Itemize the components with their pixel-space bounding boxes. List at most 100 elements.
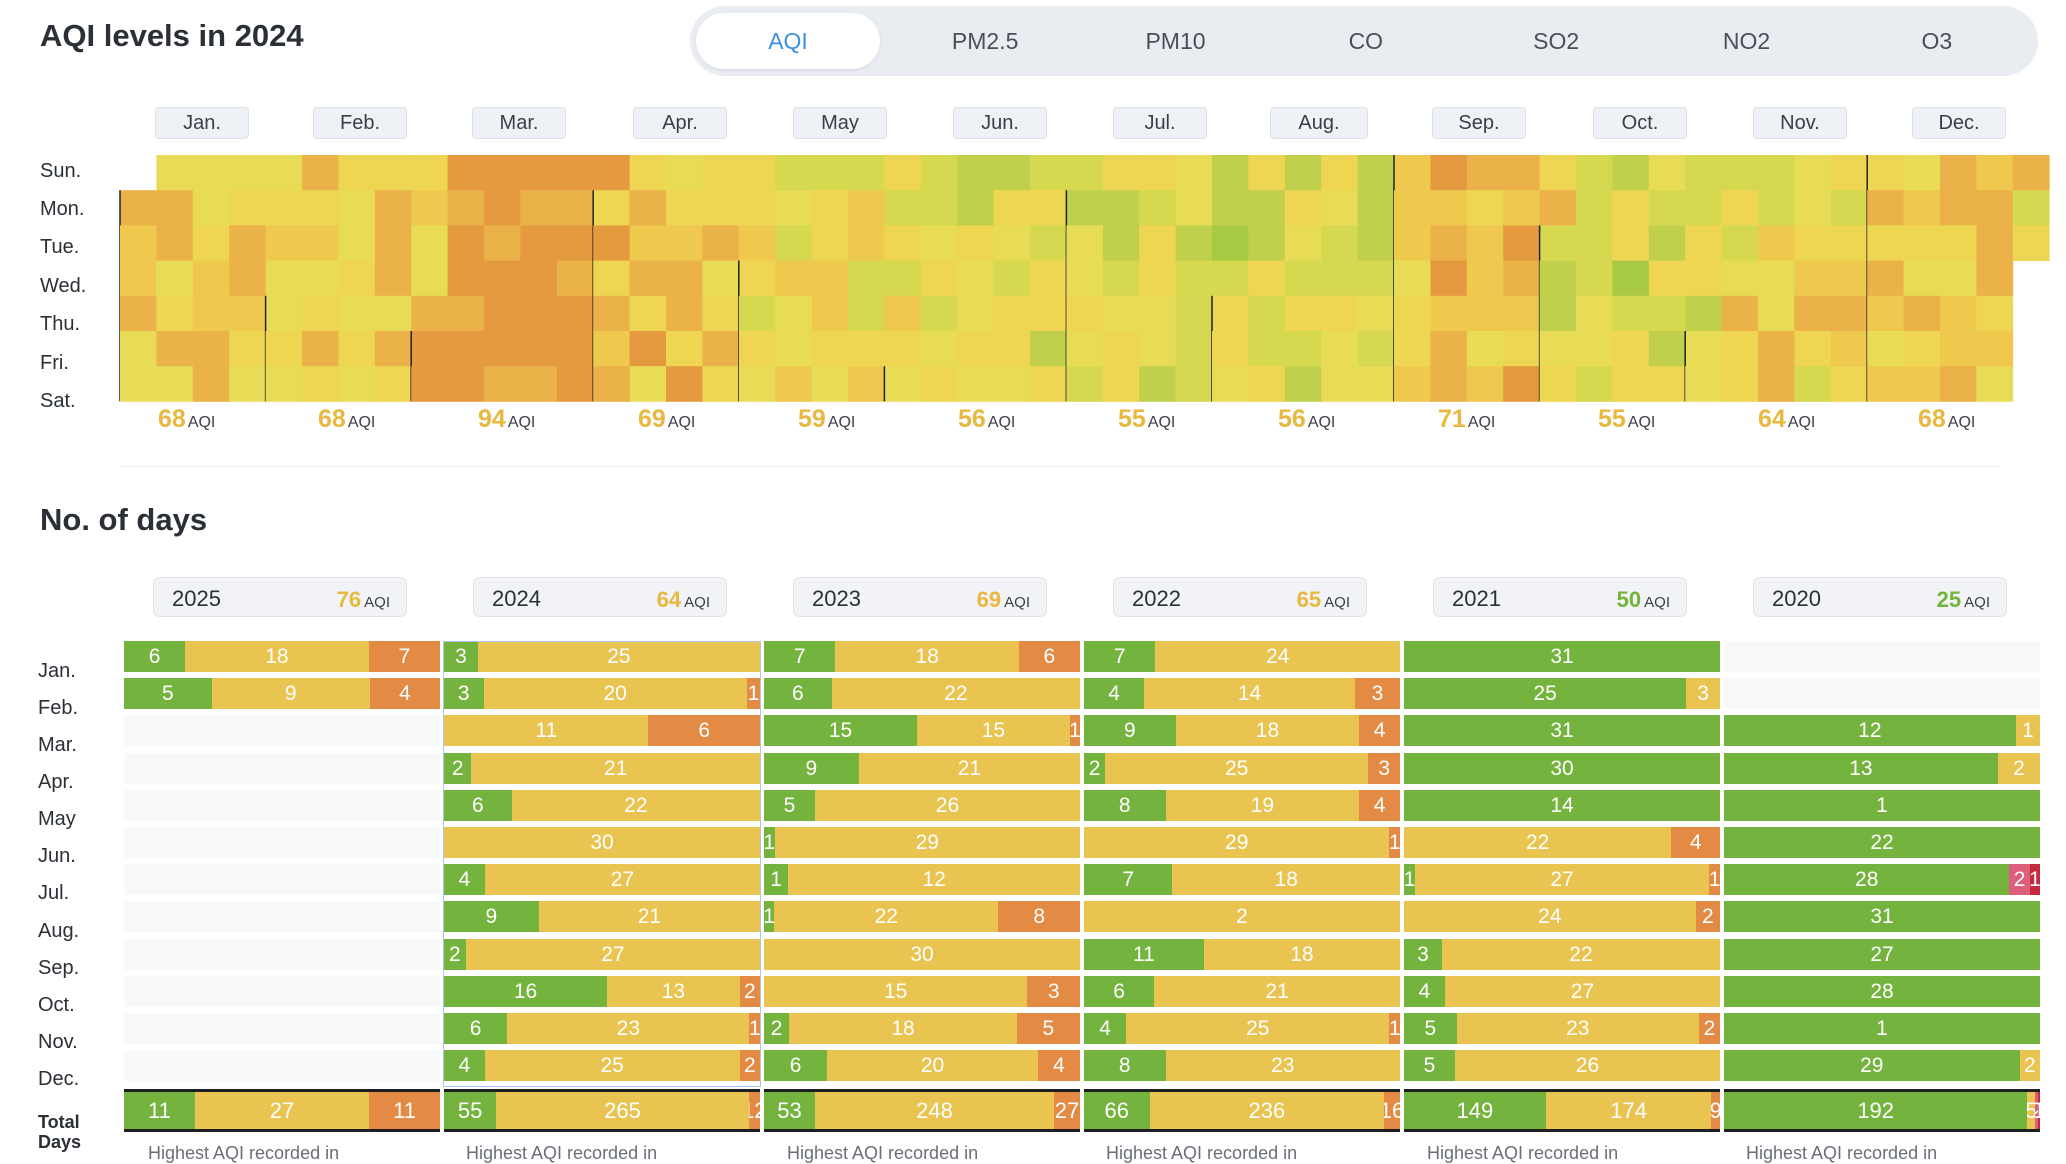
heatmap-day-cell[interactable]	[1940, 331, 1977, 367]
heatmap-day-cell[interactable]	[1284, 225, 1322, 261]
heatmap-day-cell[interactable]	[1503, 260, 1540, 297]
heatmap-day-cell[interactable]	[1248, 331, 1286, 367]
heatmap-day-cell[interactable]	[1284, 295, 1322, 332]
heatmap-day-cell[interactable]	[848, 331, 885, 367]
heatmap-day-cell[interactable]	[1466, 260, 1504, 297]
heatmap-day-cell[interactable]	[1685, 331, 1722, 367]
heatmap-day-cell[interactable]	[1394, 225, 1431, 261]
heatmap-day-cell[interactable]	[484, 155, 521, 191]
tab-so2[interactable]: SO2	[1533, 28, 1580, 54]
heatmap-day-cell[interactable]	[192, 260, 230, 297]
heatmap-day-cell[interactable]	[1867, 331, 1904, 367]
heatmap-day-cell[interactable]	[484, 260, 521, 297]
heatmap-day-cell[interactable]	[1685, 366, 1722, 402]
heatmap-day-cell[interactable]	[1175, 366, 1213, 402]
heatmap-day-cell[interactable]	[920, 155, 958, 191]
heatmap-day-cell[interactable]	[156, 260, 194, 297]
heatmap-day-cell[interactable]	[1867, 366, 1904, 402]
heatmap-day-cell[interactable]	[338, 155, 376, 191]
heatmap-day-cell[interactable]	[1794, 225, 1832, 261]
heatmap-day-cell[interactable]	[1066, 366, 1104, 402]
heatmap-day-cell[interactable]	[1466, 225, 1504, 261]
heatmap-day-cell[interactable]	[1175, 155, 1213, 191]
heatmap-day-cell[interactable]	[374, 295, 412, 332]
heatmap-day-cell[interactable]	[920, 225, 958, 261]
heatmap-day-cell[interactable]	[993, 331, 1031, 367]
heatmap-day-cell[interactable]	[629, 366, 667, 402]
heatmap-day-cell[interactable]	[775, 190, 812, 226]
heatmap-day-cell[interactable]	[775, 331, 812, 367]
heatmap-day-cell[interactable]	[1721, 366, 1759, 402]
heatmap-day-cell[interactable]	[1903, 260, 1941, 297]
heatmap-day-cell[interactable]	[1430, 190, 1468, 226]
heatmap-day-cell[interactable]	[1976, 155, 2014, 191]
heatmap-day-cell[interactable]	[702, 295, 740, 332]
heatmap-day-cell[interactable]	[1102, 190, 1140, 226]
heatmap-day-cell[interactable]	[1102, 331, 1140, 367]
heatmap-day-cell[interactable]	[1030, 155, 1067, 191]
heatmap-day-cell[interactable]	[593, 366, 630, 402]
heatmap-day-cell[interactable]	[156, 225, 194, 261]
heatmap-day-cell[interactable]	[1976, 260, 2014, 297]
heatmap-day-cell[interactable]	[1976, 190, 2014, 226]
heatmap-day-cell[interactable]	[1284, 331, 1322, 367]
heatmap-day-cell[interactable]	[957, 225, 994, 261]
heatmap-day-cell[interactable]	[1357, 260, 1395, 297]
heatmap-day-cell[interactable]	[1794, 295, 1832, 332]
heatmap-day-cell[interactable]	[1721, 260, 1759, 297]
year-header-2024[interactable]: 2024 64 AQI	[473, 577, 727, 617]
heatmap-day-cell[interactable]	[1539, 331, 1577, 367]
heatmap-day-cell[interactable]	[1758, 295, 1795, 332]
heatmap-day-cell[interactable]	[1212, 366, 1249, 402]
heatmap-day-cell[interactable]	[1030, 295, 1067, 332]
heatmap-day-cell[interactable]	[957, 331, 994, 367]
heatmap-day-cell[interactable]	[993, 260, 1031, 297]
heatmap-day-cell[interactable]	[1066, 295, 1104, 332]
heatmap-day-cell[interactable]	[775, 225, 812, 261]
heatmap-day-cell[interactable]	[1430, 295, 1468, 332]
heatmap-day-cell[interactable]	[265, 155, 303, 191]
heatmap-day-cell[interactable]	[920, 190, 958, 226]
tab-pm25[interactable]: PM2.5	[951, 28, 1019, 54]
heatmap-day-cell[interactable]	[811, 295, 849, 332]
heatmap-day-cell[interactable]	[265, 295, 303, 332]
heatmap-day-cell[interactable]	[1721, 155, 1759, 191]
heatmap-day-cell[interactable]	[556, 260, 594, 297]
heatmap-day-cell[interactable]	[302, 260, 339, 297]
heatmap-day-cell[interactable]	[1175, 260, 1213, 297]
heatmap-day-cell[interactable]	[1102, 295, 1140, 332]
heatmap-day-cell[interactable]	[447, 190, 485, 226]
heatmap-day-cell[interactable]	[920, 331, 958, 367]
heatmap-day-cell[interactable]	[229, 155, 266, 191]
heatmap-day-cell[interactable]	[738, 366, 776, 402]
heatmap-day-cell[interactable]	[1212, 295, 1249, 332]
heatmap-day-cell[interactable]	[1139, 366, 1176, 402]
heatmap-day-cell[interactable]	[1576, 366, 1613, 402]
heatmap-day-cell[interactable]	[1685, 225, 1722, 261]
heatmap-day-cell[interactable]	[811, 260, 849, 297]
heatmap-day-cell[interactable]	[374, 225, 412, 261]
heatmap-day-cell[interactable]	[848, 190, 885, 226]
heatmap-day-cell[interactable]	[1830, 295, 1868, 332]
heatmap-day-cell[interactable]	[1212, 331, 1249, 367]
heatmap-day-cell[interactable]	[593, 190, 630, 226]
heatmap-day-cell[interactable]	[1903, 190, 1941, 226]
heatmap-day-cell[interactable]	[811, 366, 849, 402]
heatmap-day-cell[interactable]	[1976, 366, 2014, 402]
heatmap-day-cell[interactable]	[666, 190, 703, 226]
heatmap-day-cell[interactable]	[1721, 331, 1759, 367]
heatmap-day-cell[interactable]	[1794, 260, 1832, 297]
heatmap-day-cell[interactable]	[1940, 295, 1977, 332]
tab-no2[interactable]: NO2	[1722, 28, 1771, 54]
heatmap-day-cell[interactable]	[1139, 190, 1176, 226]
heatmap-day-cell[interactable]	[702, 225, 740, 261]
heatmap-day-cell[interactable]	[1794, 331, 1832, 367]
heatmap-day-cell[interactable]	[411, 331, 448, 367]
heatmap-day-cell[interactable]	[338, 331, 376, 367]
heatmap-day-cell[interactable]	[411, 190, 448, 226]
heatmap-day-cell[interactable]	[1648, 190, 1686, 226]
heatmap-day-cell[interactable]	[1430, 331, 1468, 367]
heatmap-day-cell[interactable]	[1175, 331, 1213, 367]
heatmap-day-cell[interactable]	[1394, 295, 1431, 332]
heatmap-day-cell[interactable]	[411, 260, 448, 297]
